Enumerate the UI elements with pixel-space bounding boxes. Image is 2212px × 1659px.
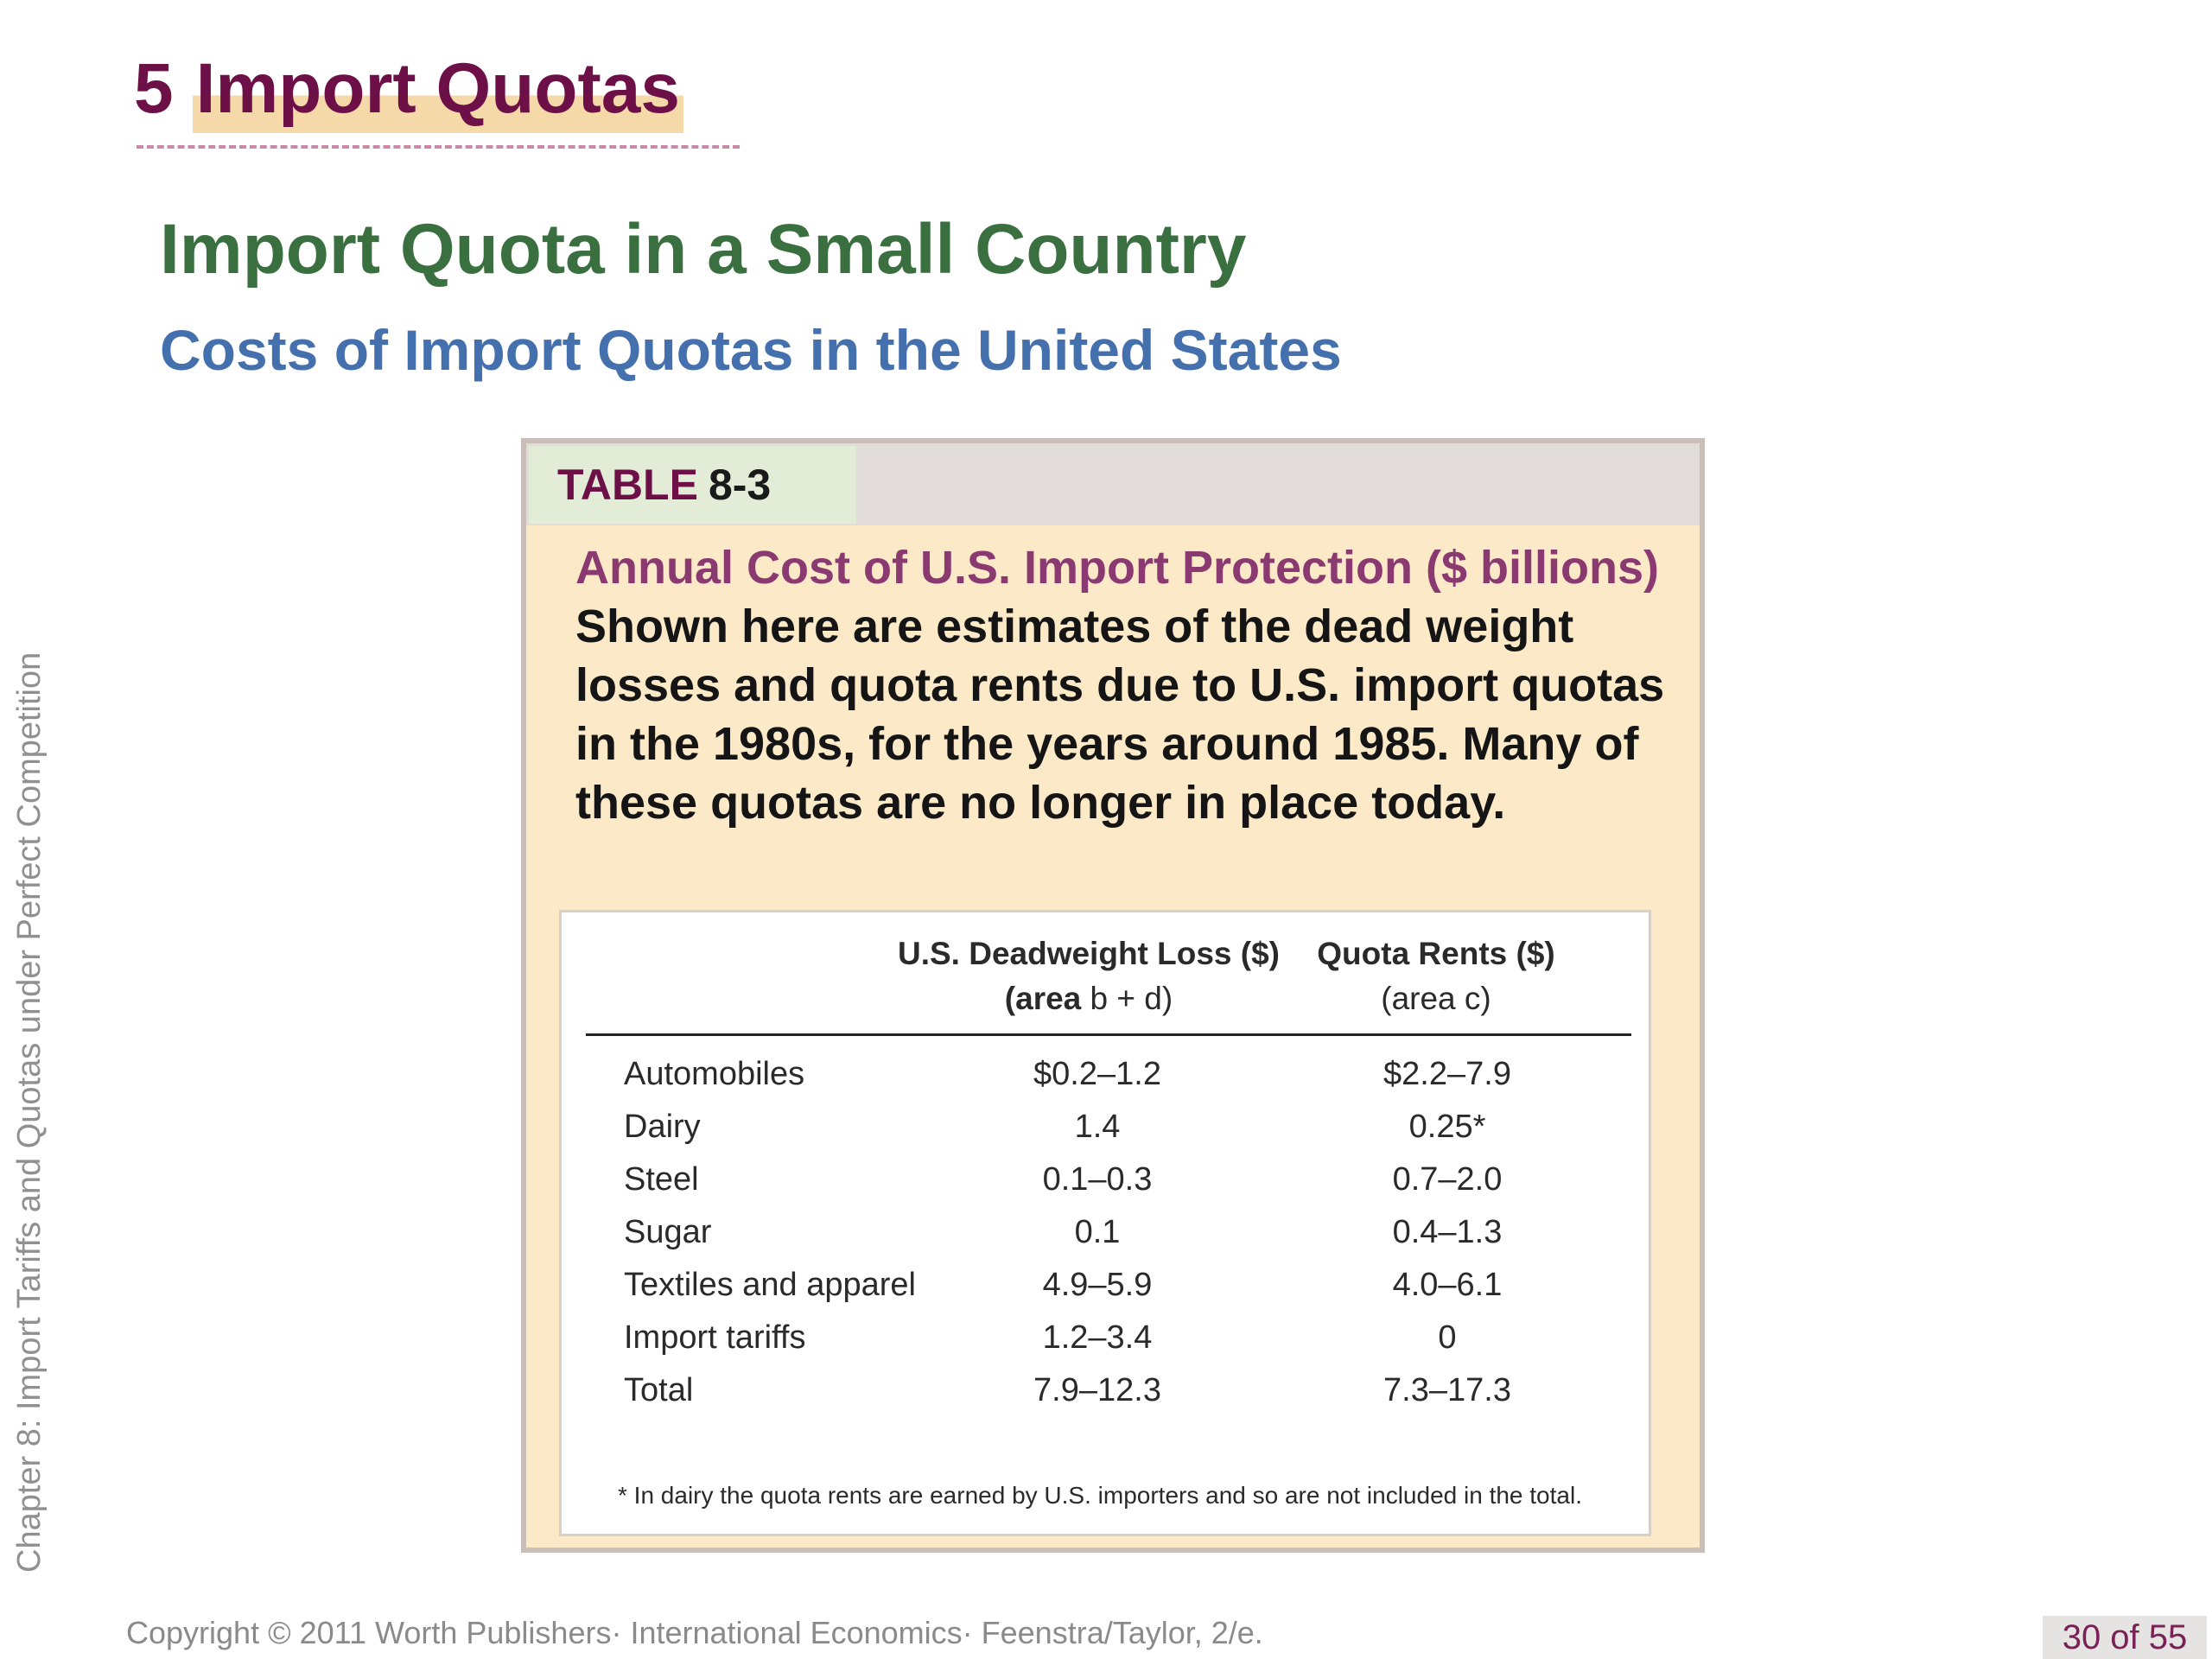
caption-text: Shown here are estimates of the dead wei… [575, 601, 1665, 829]
table-footnote: * In dairy the quota rents are earned by… [618, 1482, 1582, 1509]
row-category: Dairy [624, 1109, 701, 1145]
section-divider [137, 145, 740, 149]
header-rule [586, 1033, 1631, 1036]
row-category: Textiles and apparel [624, 1267, 916, 1303]
row-category: Steel [624, 1161, 699, 1198]
row-category: Import tariffs [624, 1319, 806, 1356]
cell-deadweight-loss: 7.9–12.3 [1033, 1372, 1161, 1408]
cell-quota-rents: 0.7–2.0 [1392, 1161, 1503, 1198]
row-category: Automobiles [624, 1056, 805, 1092]
copyright-footer: Copyright © 2011 Worth Publishers· Inter… [126, 1615, 1263, 1650]
data-table: U.S. Deadweight Loss ($) (area b + d) Qu… [559, 910, 1651, 1536]
cell-deadweight-loss: 0.1–0.3 [1042, 1161, 1153, 1198]
chapter-side-label: Chapter 8: Import Tariffs and Quotas und… [11, 652, 48, 1573]
cell-deadweight-loss: $0.2–1.2 [1033, 1056, 1161, 1092]
cell-quota-rents: 0 [1438, 1319, 1457, 1356]
table-row: Dairy 1.4 0.25* [562, 1101, 1649, 1153]
slide-subtitle: Costs of Import Quotas in the United Sta… [160, 318, 1342, 382]
section-title: Import Quotas [192, 49, 683, 133]
table-label: TABLE 8-3 [529, 446, 856, 524]
table-row: Sugar 0.1 0.4–1.3 [562, 1206, 1649, 1258]
section-number: 5 [134, 49, 174, 128]
page-indicator: 30 of 55 [2043, 1616, 2207, 1659]
table-row: Steel 0.1–0.3 0.7–2.0 [562, 1154, 1649, 1205]
table-label-number: 8-3 [708, 461, 772, 509]
table-caption: Annual Cost of U.S. Import Protection ($… [575, 538, 1673, 832]
table-row: Import tariffs 1.2–3.4 0 [562, 1312, 1649, 1363]
cell-deadweight-loss: 0.1 [1074, 1214, 1121, 1250]
section-heading: 5 Import Quotas [134, 49, 683, 133]
column-header-quota-rents: Quota Rents ($) (area c) [1317, 936, 1555, 1016]
cell-deadweight-loss: 1.4 [1074, 1109, 1121, 1145]
row-category: Total [624, 1372, 694, 1408]
cell-deadweight-loss: 4.9–5.9 [1042, 1267, 1153, 1303]
cell-quota-rents: 0.25* [1408, 1109, 1486, 1145]
cell-quota-rents: $2.2–7.9 [1383, 1056, 1511, 1092]
slide-title: Import Quota in a Small Country [160, 210, 1247, 289]
column-header-deadweight-loss: U.S. Deadweight Loss ($) (area b + d) [897, 936, 1280, 1016]
table-label-word: TABLE [557, 461, 698, 509]
table-row: Automobiles $0.2–1.2 $2.2–7.9 [562, 1048, 1649, 1100]
table-row: Textiles and apparel 4.9–5.9 4.0–6.1 [562, 1259, 1649, 1311]
table-row-total: Total 7.9–12.3 7.3–17.3 [562, 1364, 1649, 1416]
cell-quota-rents: 7.3–17.3 [1383, 1372, 1511, 1408]
table-card: TABLE 8-3 Annual Cost of U.S. Import Prot… [521, 438, 1705, 1553]
cell-quota-rents: 0.4–1.3 [1392, 1214, 1503, 1250]
caption-title: Annual Cost of U.S. Import Protection ($… [575, 542, 1659, 594]
cell-deadweight-loss: 1.2–3.4 [1042, 1319, 1153, 1356]
cell-quota-rents: 4.0–6.1 [1392, 1267, 1503, 1303]
row-category: Sugar [624, 1214, 712, 1250]
